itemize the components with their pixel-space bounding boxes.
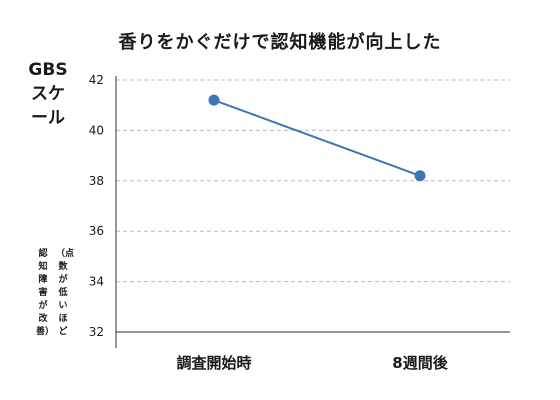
x-category-label-0: 調査開始時 <box>176 354 251 372</box>
y-axis-note-line1: （点数が低いほど <box>56 249 75 337</box>
y-tick-label-36: 36 <box>89 224 104 238</box>
y-tick-label-38: 38 <box>89 174 104 188</box>
y-tick-label-34: 34 <box>89 275 104 289</box>
y-tick-label-42: 42 <box>89 73 104 87</box>
axes <box>115 76 510 348</box>
y-axis-label: GBSスケール <box>28 60 68 128</box>
y-tick-label-40: 40 <box>89 123 104 137</box>
series-group <box>208 94 426 182</box>
y-tick-label-32: 32 <box>89 325 104 339</box>
x-category-labels: 調査開始時 8週間後 <box>176 354 448 372</box>
series-0-line <box>213 99 421 177</box>
chart-title: 香りをかぐだけで認知機能が向上した <box>118 32 442 53</box>
x-category-label-1: 8週間後 <box>392 354 448 372</box>
y-axis-note-line2: 認知障害が改善） <box>36 249 55 337</box>
grid-lines <box>116 79 510 283</box>
y-tick-labels: 32 34 36 38 40 42 <box>89 73 104 339</box>
series-0-point-1 <box>414 170 426 182</box>
series-0-point-0 <box>208 94 220 106</box>
